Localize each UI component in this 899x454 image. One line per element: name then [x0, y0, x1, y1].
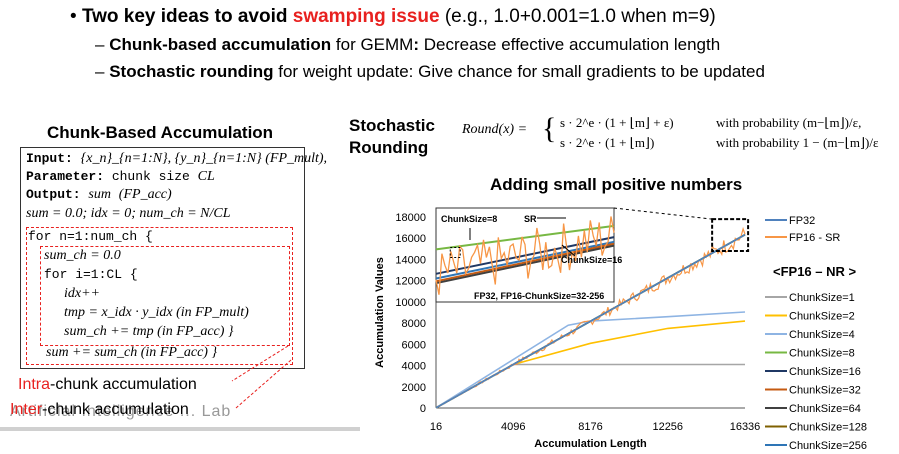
y-tick-label: 0: [420, 403, 426, 415]
chart-axes: 0 2000 4000 6000 8000 10000 12000 14000 16000 180…: [374, 212, 760, 450]
y-tick-label: 4000: [402, 361, 426, 373]
y-tick-label: 6000: [402, 339, 426, 351]
legend-item-chunksize-1: ChunkSize=1: [789, 292, 855, 304]
series-line-fp32: [435, 234, 746, 409]
y-axis-label: Accumulation Values: [374, 257, 386, 368]
algo-idx-inc: idx++: [64, 286, 100, 301]
intra-chunk-label: Intra-chunk accumulation: [18, 376, 197, 393]
algo-input-line: Input: {x_n}_{n=1:N}, {y_n}_{n=1:N} (FP_…: [26, 151, 328, 166]
x-tick-label: 4096: [501, 421, 525, 433]
bullet-stochastic: – Stochastic rounding for weight update:…: [95, 62, 765, 81]
legend-item-chunksize-16: ChunkSize=16: [789, 366, 861, 378]
algo-tmp-line: tmp = x_idx · y_idx (in FP_mult): [64, 305, 249, 320]
bullet-main-suffix: (e.g., 1.0+0.001=1.0 when m=9): [439, 6, 716, 27]
bullet-main: • Two key ideas to avoid swamping issue …: [70, 6, 716, 28]
series-line-chunksize-4: [435, 311, 746, 409]
algo-for-outer: for n=1:num_ch {: [28, 229, 153, 244]
algo-sum-acc: sum += sum_ch (in FP_acc) }: [46, 345, 218, 360]
bullet-dot: •: [70, 6, 82, 27]
bullet-stochastic-bold: Stochastic rounding: [109, 62, 274, 81]
inset-arrow-chunk16: [561, 244, 576, 257]
y-tick-label: 12000: [395, 276, 426, 288]
series-line-chunksize-1: [435, 363, 745, 409]
bullet-chunk: – Chunk-based accumulation for GEMM: Dec…: [95, 35, 721, 54]
bullet-chunk-rest: Decrease effective accumulation length: [419, 35, 721, 54]
inset-label-sr: SR: [524, 214, 537, 224]
chart-legend: FP32 FP16 - SR <FP16 – NR > ChunkSize=1 Chun…: [765, 215, 867, 452]
bullet-stochastic-rest: for weight update: Give chance for small…: [273, 62, 765, 81]
legend-item-chunksize-256: ChunkSize=256: [789, 440, 867, 452]
intra-chunk-box: [40, 246, 290, 346]
inset-series-line: [435, 244, 615, 285]
x-axis-label: Accumulation Length: [534, 438, 647, 450]
inter-chunk-box: [26, 227, 293, 365]
inset-connector: [613, 207, 713, 220]
x-tick-label: 16: [430, 421, 442, 433]
algo-for-inner: for i=1:CL {: [44, 267, 138, 282]
y-tick-label: 16000: [395, 233, 426, 245]
legend-item-chunksize-8: ChunkSize=8: [789, 348, 855, 360]
y-tick-label: 14000: [395, 254, 426, 266]
footer-divider: [0, 427, 360, 431]
algo-output-line: Output: sum (FP_acc): [26, 187, 172, 202]
inset-series-line: [435, 224, 615, 251]
legend-item-chunksize-4: ChunkSize=4: [789, 329, 855, 341]
swamping-highlight: swamping issue: [292, 6, 440, 27]
legend-item-fp32: FP32: [789, 215, 815, 227]
inset-series-line: [435, 242, 615, 283]
inset-label-chunk16: ChunkSize=16: [561, 255, 622, 265]
algo-sum-ch-acc: sum_ch += tmp (in FP_acc) }: [64, 324, 234, 339]
algorithm-title: Chunk-Based Accumulation: [47, 123, 274, 142]
bullet-main-prefix: Two key ideas to avoid: [81, 6, 293, 27]
y-tick-label: 8000: [402, 318, 426, 330]
legend-item-fp16-sr: FP16 - SR: [789, 232, 840, 244]
inset-label-fp32: FP32, FP16-ChunkSize=32-256: [474, 291, 604, 301]
inset-sr-line: [435, 216, 615, 295]
chart-inset: ChunkSize=8 SR ChunkSize=16 FP32, FP16-Chun…: [435, 207, 750, 303]
y-tick-label: 2000: [402, 382, 426, 394]
algorithm-box: [20, 147, 305, 369]
bullet-chunk-bold: Chunk-based accumulation: [109, 35, 332, 54]
bullet-chunk-colon: :: [413, 35, 420, 54]
chart-title: Adding small positive numbers: [490, 175, 743, 194]
chart-series: [435, 226, 746, 409]
bullet-chunk-mid: for GEMM: [331, 35, 414, 54]
legend-item-chunksize-128: ChunkSize=128: [789, 422, 867, 434]
lab-watermark: Artificial Intelligence ... Lab: [10, 403, 232, 420]
y-tick-label: 18000: [395, 212, 426, 224]
zoom-box: [711, 218, 750, 252]
inset-marker: [449, 246, 461, 258]
legend-item-chunksize-2: ChunkSize=2: [789, 311, 855, 323]
algo-sum-ch-init: sum_ch = 0.0: [44, 248, 121, 263]
legend-header: <FP16 – NR >: [773, 264, 857, 279]
legend-item-chunksize-32: ChunkSize=32: [789, 385, 861, 397]
y-tick-label: 10000: [395, 297, 426, 309]
inset-label-chunk8: ChunkSize=8: [441, 214, 497, 224]
x-tick-label: 8176: [578, 421, 602, 433]
x-tick-label: 16336: [730, 421, 761, 433]
x-tick-label: 12256: [652, 421, 683, 433]
inter-chunk-label: Inter-chunk accumulation: [10, 401, 189, 418]
legend-item-chunksize-64: ChunkSize=64: [789, 403, 861, 415]
inset-series-line: [435, 236, 615, 275]
algo-param-line: Parameter: chunk size CL: [26, 169, 215, 184]
stochastic-title: Stochastic Rounding: [349, 116, 435, 157]
algo-init-line: sum = 0.0; idx = 0; num_ch = N/CL: [26, 206, 231, 221]
